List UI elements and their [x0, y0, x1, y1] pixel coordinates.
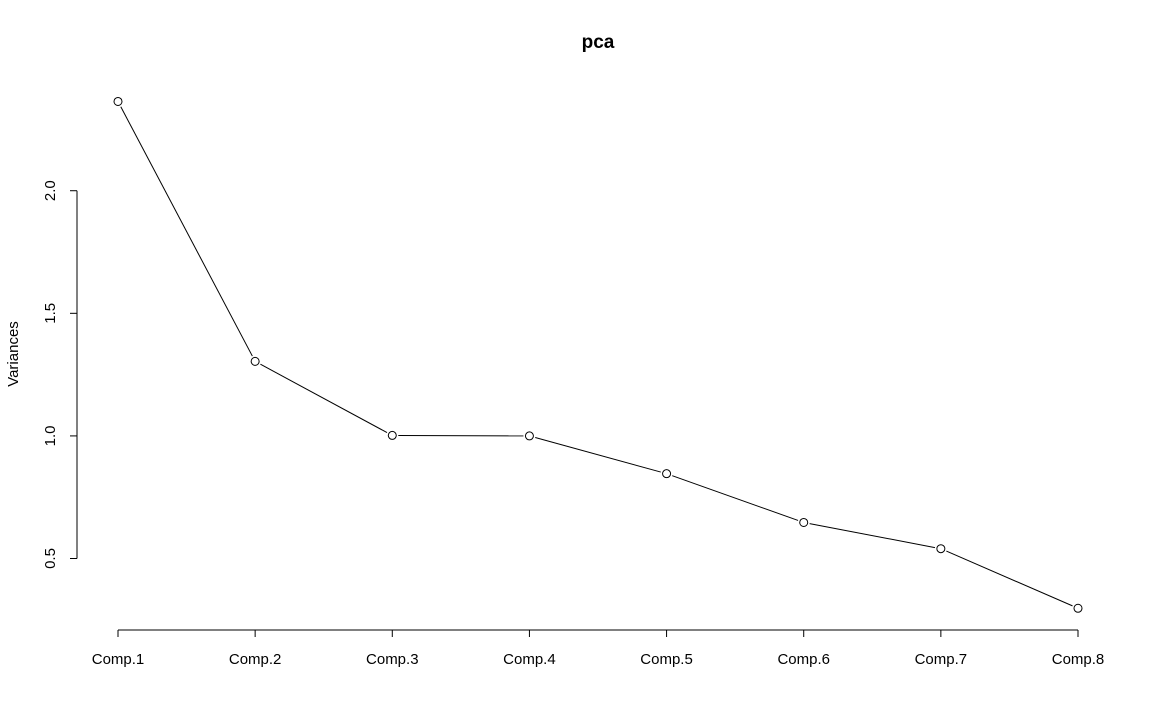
x-tick-label: Comp.7	[915, 651, 968, 668]
series-variances	[113, 96, 1083, 613]
series-line-segment	[260, 363, 388, 434]
x-axis: Comp.1 Comp.2 Comp.3 Comp.4 Comp.5 Comp.6 Comp…	[92, 629, 1105, 668]
x-tick-label: Comp.8	[1052, 651, 1105, 668]
x-tick-label: Comp.3	[366, 651, 419, 668]
series-line-segment	[120, 106, 253, 357]
y-tick-label: 1.0	[42, 425, 59, 446]
x-tick-label: Comp.2	[229, 651, 282, 668]
y-tick-label: 2.0	[42, 180, 59, 201]
y-tick-label: 1.5	[42, 303, 59, 324]
chart-title: pca	[582, 32, 615, 53]
x-tick-label: Comp.1	[92, 651, 145, 668]
data-point	[524, 431, 534, 441]
data-point	[113, 96, 123, 106]
y-axis: 0.5 1.0 1.5 2.0	[42, 180, 78, 569]
y-tick-label: 0.5	[42, 548, 59, 569]
series-line-segment	[672, 475, 799, 521]
series-line-segment	[809, 523, 936, 549]
data-point	[250, 356, 260, 366]
data-point	[799, 517, 809, 527]
data-point	[936, 544, 946, 554]
x-tick-label: Comp.6	[777, 651, 830, 668]
series-line-segment	[946, 550, 1073, 607]
y-axis-label: Variances	[5, 321, 22, 387]
x-tick-label: Comp.5	[640, 651, 693, 668]
data-point	[662, 469, 672, 479]
data-point	[387, 430, 397, 440]
x-tick-label: Comp.4	[503, 651, 556, 668]
data-point	[1073, 603, 1083, 613]
series-line-segment	[535, 437, 661, 473]
